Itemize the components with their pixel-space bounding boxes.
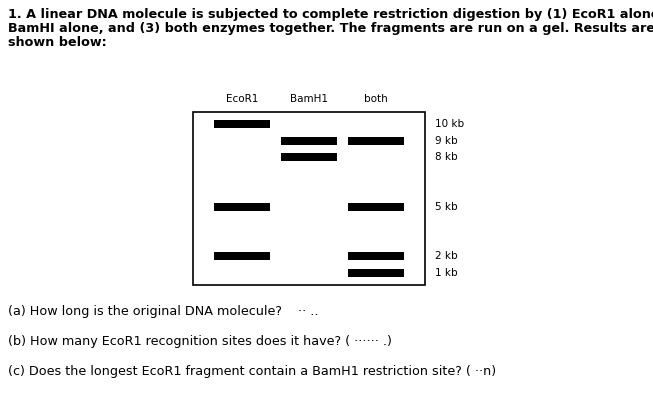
Text: shown below:: shown below: — [8, 36, 106, 49]
Text: 10 kb: 10 kb — [435, 119, 464, 129]
Bar — [348, 136, 404, 145]
Bar — [348, 253, 404, 260]
Text: (c) Does the longest EcoR1 fragment contain a BamH1 restriction site? ( ··n): (c) Does the longest EcoR1 fragment cont… — [8, 365, 496, 378]
Text: 1. A linear DNA molecule is subjected to complete restriction digestion by (1) E: 1. A linear DNA molecule is subjected to… — [8, 8, 653, 21]
Text: (a) How long is the original DNA molecule?    ·· ..: (a) How long is the original DNA molecul… — [8, 305, 319, 318]
Bar — [214, 203, 270, 211]
Bar — [281, 136, 337, 145]
Bar — [348, 203, 404, 211]
Text: 1 kb: 1 kb — [435, 268, 458, 278]
Text: BamHI alone, and (3) both enzymes together. The fragments are run on a gel. Resu: BamHI alone, and (3) both enzymes togeth… — [8, 22, 653, 35]
Text: 5 kb: 5 kb — [435, 202, 458, 212]
Text: both: both — [364, 94, 388, 104]
Bar — [281, 153, 337, 161]
Bar — [193, 112, 425, 285]
Text: (b) How many EcoR1 recognition sites does it have? ( ······ .): (b) How many EcoR1 recognition sites doe… — [8, 335, 392, 348]
Text: EcoR1: EcoR1 — [225, 94, 258, 104]
Bar — [348, 269, 404, 277]
Bar — [214, 120, 270, 128]
Text: 9 kb: 9 kb — [435, 136, 458, 145]
Text: BamH1: BamH1 — [290, 94, 328, 104]
Text: 8 kb: 8 kb — [435, 152, 458, 162]
Bar — [214, 253, 270, 260]
Text: 2 kb: 2 kb — [435, 251, 458, 262]
